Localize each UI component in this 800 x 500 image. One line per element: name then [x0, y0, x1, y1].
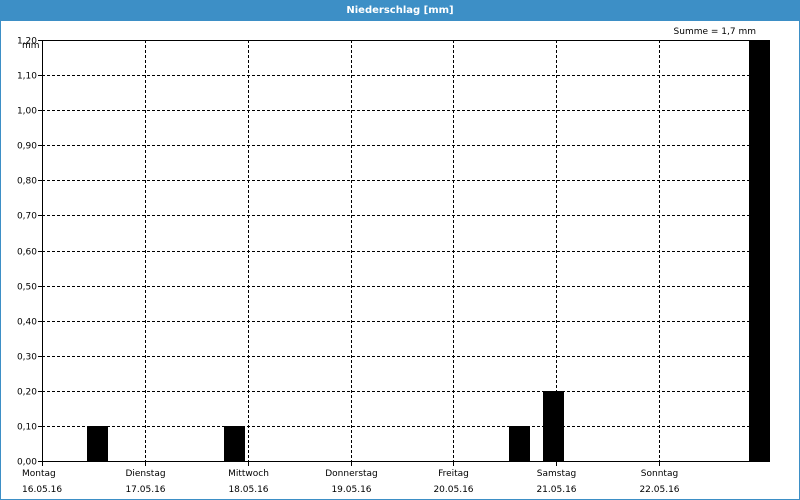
x-tick-date: 21.05.16	[536, 485, 576, 495]
y-tick-label: 0,70	[17, 212, 37, 222]
bar	[87, 426, 108, 462]
x-tick-date: 16.05.16	[22, 485, 62, 495]
bar	[509, 426, 530, 462]
plot-area	[42, 40, 763, 462]
y-tick-label: 0,20	[17, 388, 37, 398]
y-tick-label: 0,30	[17, 353, 37, 363]
x-axis-ticks: Montag 16.05.16 Dienstag 17.05.16 Mittwoch 18…	[22, 461, 680, 495]
bar	[224, 426, 245, 462]
y-tick-label: 0,40	[17, 318, 37, 328]
x-tick-weekday: Freitag	[438, 469, 469, 479]
x-tick-weekday: Donnerstag	[325, 469, 378, 479]
x-tick-date: 22.05.16	[639, 485, 679, 495]
y-axis-ticks: 0,00 0,10 0,20 0,30 0,40 0,50 0,60 0,70 0,80 0,90…	[17, 37, 42, 468]
y-tick-label: 0,50	[17, 283, 37, 293]
grid-lines	[42, 40, 762, 461]
x-tick-date: 17.05.16	[125, 485, 165, 495]
bar	[749, 40, 770, 462]
y-tick-label: 0,90	[17, 142, 37, 152]
y-tick-label: 0,80	[17, 177, 37, 187]
y-unit-label: mm	[22, 41, 40, 51]
y-tick-label: 1,10	[17, 72, 37, 82]
x-tick-date: 18.05.16	[228, 485, 268, 495]
x-tick-date: 19.05.16	[331, 485, 371, 495]
bars	[87, 40, 770, 462]
y-tick-label: 1,00	[17, 107, 37, 117]
y-tick-label: 1,20	[17, 37, 37, 47]
y-tick-label: 0,00	[17, 458, 37, 468]
x-tick-weekday: Samstag	[537, 469, 576, 479]
sum-label: Summe = 1,7 mm	[674, 27, 756, 37]
bar	[543, 391, 564, 462]
x-tick-weekday: Sonntag	[641, 469, 678, 479]
x-tick-weekday: Montag	[22, 469, 56, 479]
y-tick-label: 0,10	[17, 423, 37, 433]
x-tick-weekday: Dienstag	[125, 469, 165, 479]
chart-title: Niederschlag [mm]	[1, 1, 799, 21]
x-tick-date: 20.05.16	[433, 485, 473, 495]
y-tick-label: 0,60	[17, 248, 37, 258]
x-tick-weekday: Mittwoch	[228, 469, 269, 479]
